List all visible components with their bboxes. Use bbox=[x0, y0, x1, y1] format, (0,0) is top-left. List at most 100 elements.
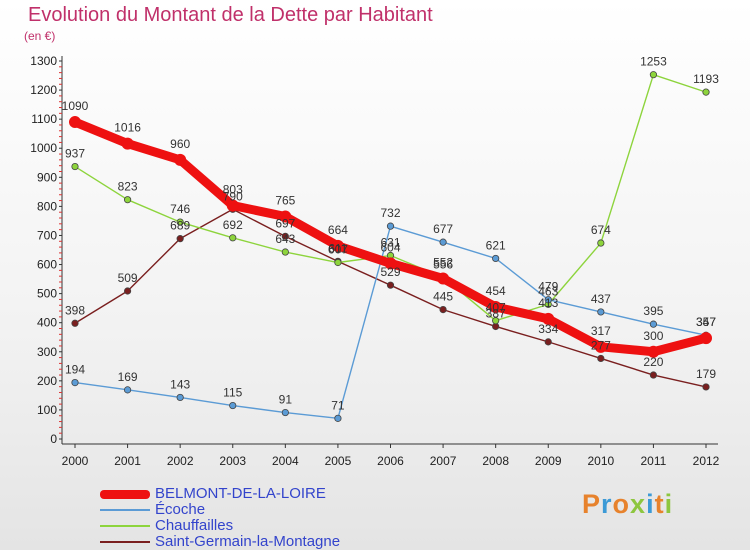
data-label: 664 bbox=[328, 223, 348, 237]
data-label: 454 bbox=[486, 284, 506, 298]
legend-swatch bbox=[100, 541, 150, 543]
data-label: 300 bbox=[643, 329, 663, 343]
data-label: 463 bbox=[538, 284, 558, 298]
data-point bbox=[544, 296, 552, 304]
data-label: 1253 bbox=[640, 55, 667, 69]
y-tick-label: 700 bbox=[37, 228, 57, 242]
data-label: 556 bbox=[433, 257, 453, 271]
proxiti-logo: Proxiti bbox=[582, 489, 673, 520]
y-tick-label: 300 bbox=[37, 345, 57, 359]
data-label: 445 bbox=[433, 290, 453, 304]
legend-label: Saint-Germain-la-Montagne bbox=[155, 533, 341, 550]
data-point bbox=[281, 408, 289, 417]
x-tick-label: 2007 bbox=[430, 454, 457, 468]
data-point bbox=[123, 196, 132, 204]
y-tick-label: 100 bbox=[37, 403, 57, 417]
data-point bbox=[226, 199, 239, 212]
data-label: 643 bbox=[275, 232, 295, 246]
data-point bbox=[492, 317, 500, 325]
data-point bbox=[334, 414, 342, 422]
data-point bbox=[439, 306, 447, 314]
x-tick-label: 2008 bbox=[482, 454, 509, 468]
x-tick-label: 2003 bbox=[219, 454, 246, 468]
data-label: 607 bbox=[328, 243, 348, 257]
logo-letter: i bbox=[646, 489, 655, 519]
data-point bbox=[649, 71, 658, 79]
data-point bbox=[229, 401, 237, 410]
data-label: 387 bbox=[486, 306, 506, 320]
data-label: 960 bbox=[170, 137, 190, 151]
data-label: 1193 bbox=[693, 72, 719, 86]
y-tick-label: 400 bbox=[37, 316, 57, 330]
data-point bbox=[71, 319, 79, 327]
data-point bbox=[71, 378, 79, 387]
data-label: 407 bbox=[486, 301, 506, 315]
data-label: 732 bbox=[380, 206, 400, 220]
x-tick-label: 2005 bbox=[325, 454, 352, 468]
x-tick-label: 2012 bbox=[693, 454, 720, 468]
data-label: 509 bbox=[118, 271, 138, 285]
data-label: 334 bbox=[538, 322, 558, 336]
data-label: 398 bbox=[65, 303, 85, 317]
data-label: 611 bbox=[328, 241, 347, 255]
data-point bbox=[597, 308, 605, 316]
logo-letter: t bbox=[654, 489, 665, 519]
data-point bbox=[176, 218, 184, 226]
data-point bbox=[647, 345, 660, 358]
chart-title: Evolution du Montant de la Dette par Hab… bbox=[28, 4, 433, 26]
x-tick-label: 2000 bbox=[62, 454, 89, 468]
legend-swatch bbox=[100, 525, 150, 527]
data-label: 823 bbox=[118, 180, 138, 194]
data-point bbox=[384, 257, 397, 270]
data-point bbox=[437, 272, 450, 285]
data-label: 674 bbox=[591, 223, 611, 237]
data-point bbox=[123, 386, 132, 394]
data-point bbox=[597, 239, 605, 247]
data-label: 1090 bbox=[62, 99, 89, 113]
logo-letter: o bbox=[612, 489, 631, 519]
x-tick-label: 2010 bbox=[587, 454, 614, 468]
legend-swatch bbox=[100, 489, 150, 499]
data-point bbox=[281, 232, 289, 240]
data-label: 71 bbox=[331, 398, 345, 412]
data-label: 621 bbox=[486, 238, 506, 252]
y-tick-label: 900 bbox=[37, 170, 57, 184]
logo-letter: i bbox=[664, 489, 674, 519]
data-point bbox=[174, 153, 187, 166]
data-label: 115 bbox=[223, 386, 242, 400]
y-tick-label: 1200 bbox=[30, 83, 57, 97]
data-label: 143 bbox=[170, 377, 190, 391]
data-point bbox=[702, 383, 710, 391]
data-point bbox=[71, 162, 79, 171]
data-point bbox=[176, 393, 184, 402]
y-tick-label: 1300 bbox=[30, 54, 57, 68]
x-tick-label: 2006 bbox=[377, 454, 404, 468]
axes: 0 100 200 300 400 500 600 700 800 900 1000 1100 1200… bbox=[30, 54, 719, 468]
x-tick-label: 2001 bbox=[114, 454, 141, 468]
legend-label: Chauffailles bbox=[155, 517, 234, 534]
data-label: 413 bbox=[538, 296, 558, 310]
data-point bbox=[702, 88, 710, 96]
data-point bbox=[594, 340, 607, 353]
data-point bbox=[542, 312, 555, 325]
data-label: 395 bbox=[643, 304, 663, 318]
data-point bbox=[700, 332, 712, 345]
data-label: 692 bbox=[223, 218, 243, 232]
data-label: 194 bbox=[65, 363, 85, 377]
data-label: 179 bbox=[696, 367, 716, 381]
data-point bbox=[123, 287, 132, 295]
data-point bbox=[649, 320, 658, 328]
data-point bbox=[544, 338, 552, 346]
chart-subtitle: (en €) bbox=[24, 29, 56, 43]
data-label: 604 bbox=[380, 240, 400, 254]
data-label: 937 bbox=[65, 147, 85, 161]
data-label: 790 bbox=[223, 189, 243, 203]
data-point bbox=[279, 210, 292, 223]
data-label: 803 bbox=[223, 183, 243, 197]
data-point bbox=[121, 137, 134, 150]
data-point bbox=[649, 371, 658, 379]
y-tick-label: 600 bbox=[37, 258, 57, 272]
logo-letter: r bbox=[601, 489, 613, 519]
data-label: 552 bbox=[433, 255, 453, 269]
data-label: 765 bbox=[275, 194, 295, 208]
